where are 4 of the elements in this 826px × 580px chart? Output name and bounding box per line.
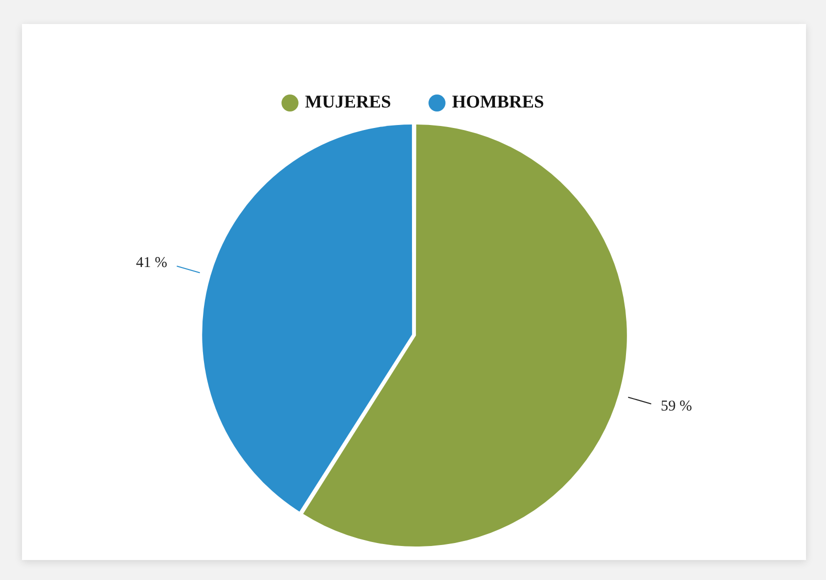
data-label: 41 % xyxy=(136,255,168,272)
legend-label: MUJERES xyxy=(304,92,392,112)
data-label: 59 % xyxy=(660,398,692,415)
legend-label: HOMBRES xyxy=(452,92,544,112)
